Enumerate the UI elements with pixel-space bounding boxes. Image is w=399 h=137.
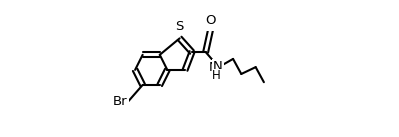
Text: N: N [209,61,219,74]
Text: Br: Br [114,95,128,108]
Text: O: O [205,14,216,27]
Text: S: S [176,20,184,33]
Text: O: O [205,17,216,30]
Text: S: S [176,21,184,34]
Text: Br: Br [113,95,128,108]
Text: N: N [213,60,223,73]
Text: H: H [212,69,221,82]
